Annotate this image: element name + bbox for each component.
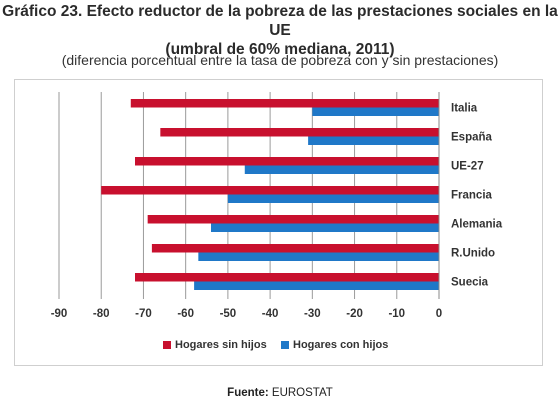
bar-hogares-sin-hijos-alemania (147, 215, 439, 224)
legend-label-hogares-con-hijos: Hogares con hijos (293, 339, 388, 351)
category-labels: Italia España UE-27 Francia Alemania R.Unido S… (451, 103, 503, 289)
x-tick-label: -80 (93, 308, 110, 320)
x-tick-label: -60 (177, 308, 194, 320)
source-note: Fuente: EUROSTAT (0, 387, 560, 399)
x-tick-label: 0 (436, 308, 442, 320)
x-tick-label: -70 (135, 308, 152, 320)
chart-title-line-2: (umbral de 60% mediana, 2011) (165, 41, 395, 58)
category-label-r-unido: R.Unido (451, 248, 495, 260)
bar-hogares-con-hijos-francia (227, 194, 439, 203)
bar-hogares-sin-hijos-ue-27 (135, 157, 439, 166)
category-label-italia: Italia (451, 103, 478, 115)
bar-hogares-sin-hijos-espana (160, 128, 440, 137)
bar-hogares-sin-hijos-suecia (135, 273, 439, 282)
x-tick-labels: -90 -80 -70 -60 -50 -40 -30 -20 -10 0 (51, 308, 443, 320)
bar-hogares-con-hijos-espana (308, 136, 439, 145)
category-label-suecia: Suecia (451, 277, 489, 289)
bar-hogares-con-hijos-ue-27 (244, 165, 439, 174)
legend: Hogares sin hijos Hogares con hijos (163, 339, 388, 351)
category-label-francia: Francia (451, 190, 493, 202)
bar-hogares-con-hijos-r-unido (198, 252, 439, 261)
x-tick-label: -90 (51, 308, 68, 320)
legend-swatch-hogares-sin-hijos (163, 341, 171, 349)
source-value: EUROSTAT (271, 387, 333, 399)
bars (101, 92, 440, 299)
bar-hogares-sin-hijos-francia (101, 186, 439, 195)
chart-title: Gráfico 23. Efecto reductor de la pobrez… (0, 2, 560, 59)
legend-label-hogares-sin-hijos: Hogares sin hijos (175, 339, 267, 351)
legend-swatch-hogares-con-hijos (281, 341, 289, 349)
x-tick-label: -30 (304, 308, 321, 320)
category-label-ue-27: UE-27 (451, 161, 484, 173)
x-tick-label: -10 (388, 308, 405, 320)
chart-title-line-1: Gráfico 23. Efecto reductor de la pobrez… (2, 3, 558, 39)
x-tick-label: -40 (262, 308, 279, 320)
bar-hogares-con-hijos-alemania (211, 223, 439, 232)
bar-chart: Italia España UE-27 Francia Alemania R.Unido S… (51, 92, 503, 351)
category-label-espana: España (451, 132, 493, 144)
bar-hogares-sin-hijos-italia (130, 99, 439, 108)
bar-hogares-con-hijos-italia (312, 107, 439, 116)
category-label-alemania: Alemania (451, 219, 503, 231)
source-label: Fuente: (227, 387, 269, 399)
x-tick-label: -50 (220, 308, 237, 320)
bar-hogares-con-hijos-suecia (194, 281, 439, 290)
chart-frame: Italia España UE-27 Francia Alemania R.Unido S… (14, 79, 543, 366)
chart-subtitle: (diferencia porcentual entre la tasa de … (61, 52, 499, 68)
bar-hogares-sin-hijos-r-unido (151, 244, 439, 253)
x-tick-label: -20 (346, 308, 363, 320)
